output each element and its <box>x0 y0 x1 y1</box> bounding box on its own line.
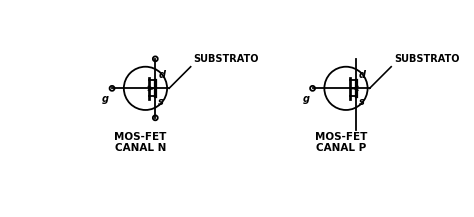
Text: s: s <box>359 97 365 107</box>
Text: g: g <box>102 94 109 104</box>
Text: SUBSTRATO: SUBSTRATO <box>394 54 460 64</box>
Text: d: d <box>158 69 165 79</box>
Text: MOS-FET
CANAL N: MOS-FET CANAL N <box>114 132 167 153</box>
Text: g: g <box>302 94 310 104</box>
Text: s: s <box>158 97 164 107</box>
Text: d: d <box>359 69 366 79</box>
Text: SUBSTRATO: SUBSTRATO <box>194 54 259 64</box>
Text: MOS-FET
CANAL P: MOS-FET CANAL P <box>315 132 367 153</box>
